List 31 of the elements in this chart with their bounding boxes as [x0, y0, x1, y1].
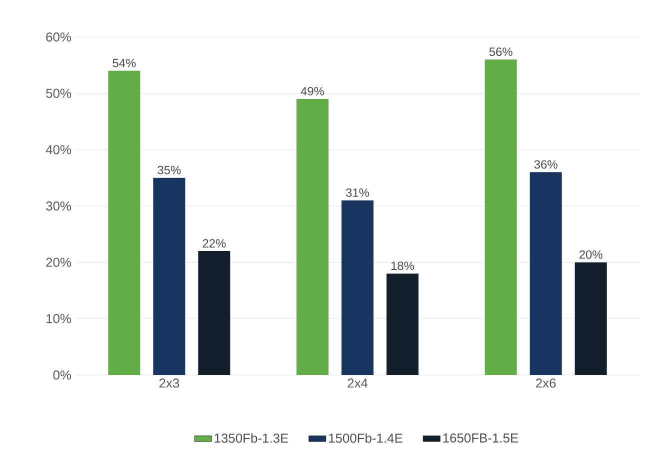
- data-label: 20%: [579, 250, 602, 259]
- bar: [342, 200, 374, 375]
- data-label: 56%: [489, 48, 512, 56]
- legend-label: 1500Fb-1.4E: [329, 433, 402, 443]
- bar: [530, 172, 562, 375]
- data-label: 35%: [158, 166, 181, 174]
- data-label: 22%: [202, 239, 226, 248]
- data-label: 36%: [534, 160, 558, 169]
- data-label: 49%: [300, 86, 324, 96]
- bar: [574, 262, 607, 375]
- y-tick-label: 20%: [46, 258, 72, 267]
- bar: [484, 60, 517, 375]
- data-label: 31%: [346, 188, 370, 197]
- x-tick-label: 2x3: [159, 378, 180, 388]
- y-tick-label: 60%: [46, 32, 72, 42]
- bar: [198, 251, 230, 375]
- bar: [296, 98, 329, 375]
- x-tick-label: 2x4: [348, 378, 368, 388]
- data-label: 54%: [112, 58, 136, 68]
- y-tick-label: 0%: [53, 370, 72, 380]
- y-tick-label: 40%: [46, 145, 72, 154]
- x-tick-label: 2x6: [536, 378, 556, 388]
- bar: [153, 178, 186, 375]
- legend-label: 1650FB-1.5E: [443, 433, 518, 443]
- legend-label: 1350Fb-1.3E: [214, 433, 288, 443]
- y-tick-label: 10%: [46, 314, 72, 324]
- y-tick-label: 30%: [46, 201, 72, 211]
- bar: [108, 70, 140, 375]
- data-label: 18%: [391, 262, 414, 270]
- y-tick-label: 50%: [46, 88, 72, 98]
- bar: [386, 274, 419, 375]
